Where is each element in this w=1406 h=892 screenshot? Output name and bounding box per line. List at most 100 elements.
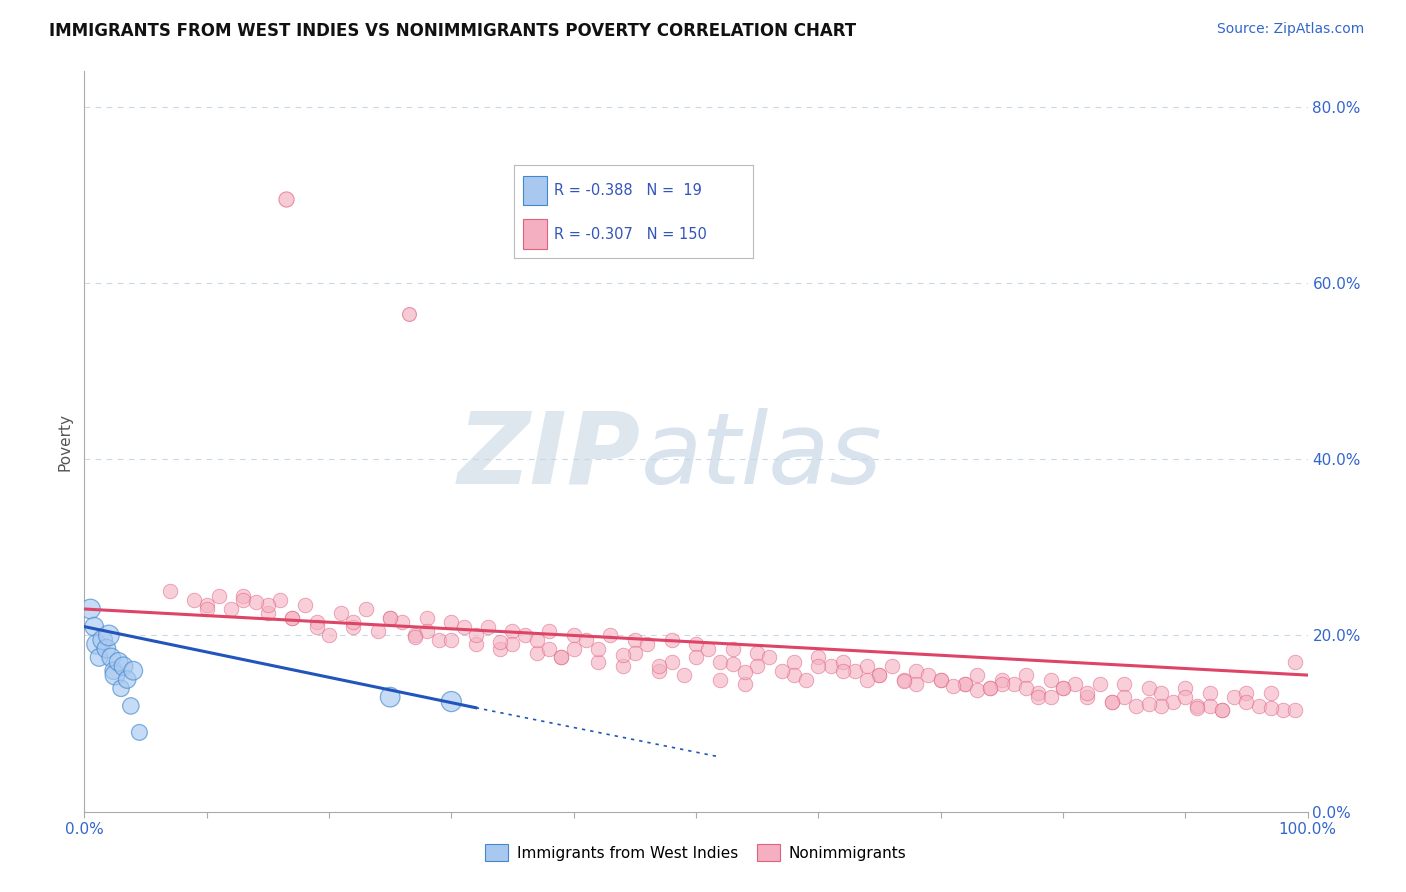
Point [599,628,621,642]
Point [844,664,866,678]
Point [1260,700,1282,714]
Point [648,664,671,678]
Point [502,637,524,651]
FancyBboxPatch shape [523,219,547,249]
Point [342,619,364,633]
Point [612,659,634,673]
Point [104,668,127,682]
Point [100,650,122,665]
Point [709,655,731,669]
Y-axis label: Poverty: Poverty [58,412,73,471]
Point [672,668,695,682]
Point [575,632,598,647]
Point [195,602,218,616]
Point [820,659,842,673]
Point [257,607,280,621]
Point [893,674,915,689]
Point [807,650,830,665]
Point [1187,698,1209,713]
Point [758,650,780,665]
Point [1101,694,1123,708]
Point [391,615,413,630]
Point [869,668,891,682]
Point [464,628,486,642]
Point [1161,694,1184,708]
Point [550,650,572,665]
Point [526,646,548,660]
Point [734,677,756,691]
Point [1028,686,1050,700]
Point [709,673,731,687]
Point [953,677,976,691]
Legend: Immigrants from West Indies, Nonimmigrants: Immigrants from West Indies, Nonimmigran… [479,838,912,867]
Point [661,632,683,647]
Point [966,683,988,698]
Point [1114,690,1136,705]
Point [1114,677,1136,691]
Point [416,611,439,625]
Point [991,677,1014,691]
Point [380,611,402,625]
Point [416,624,439,638]
Point [318,628,340,642]
Point [1137,697,1160,711]
Point [489,641,512,656]
Point [1076,686,1098,700]
Text: R = -0.388   N =  19: R = -0.388 N = 19 [554,183,702,198]
Point [991,673,1014,687]
Point [183,593,205,607]
Point [1002,677,1025,691]
Point [1198,698,1220,713]
Point [807,659,830,673]
Point [453,619,475,633]
Point [208,589,231,603]
Point [269,593,291,607]
Point [794,673,817,687]
Point [1211,703,1233,717]
Point [1039,690,1062,705]
Point [1039,673,1062,687]
Point [869,668,891,682]
Point [966,668,988,682]
Point [624,632,647,647]
Point [856,673,879,687]
Point [464,637,486,651]
Point [232,593,254,607]
Point [880,659,903,673]
Point [917,668,939,682]
Point [245,595,267,609]
Point [538,624,561,638]
Point [427,632,450,647]
Point [636,637,658,651]
Point [1064,677,1087,691]
Point [1125,698,1147,713]
Point [1015,681,1038,696]
Point [440,615,463,630]
Point [103,664,125,678]
Point [1052,681,1074,696]
Point [562,641,585,656]
Point [398,307,420,321]
Point [734,665,756,680]
Point [929,673,952,687]
Point [380,611,402,625]
Point [305,615,328,630]
Point [195,598,218,612]
Point [979,681,1001,696]
Point [538,641,561,656]
Point [502,624,524,638]
Point [586,641,609,656]
Point [1236,694,1258,708]
Point [513,628,536,642]
Point [721,641,744,656]
Point [1284,655,1306,669]
Point [1223,690,1246,705]
Point [489,635,512,649]
Point [110,681,132,696]
Point [770,664,793,678]
Point [257,598,280,612]
Point [697,641,720,656]
Point [477,619,499,633]
Point [905,664,928,678]
Point [294,598,316,612]
